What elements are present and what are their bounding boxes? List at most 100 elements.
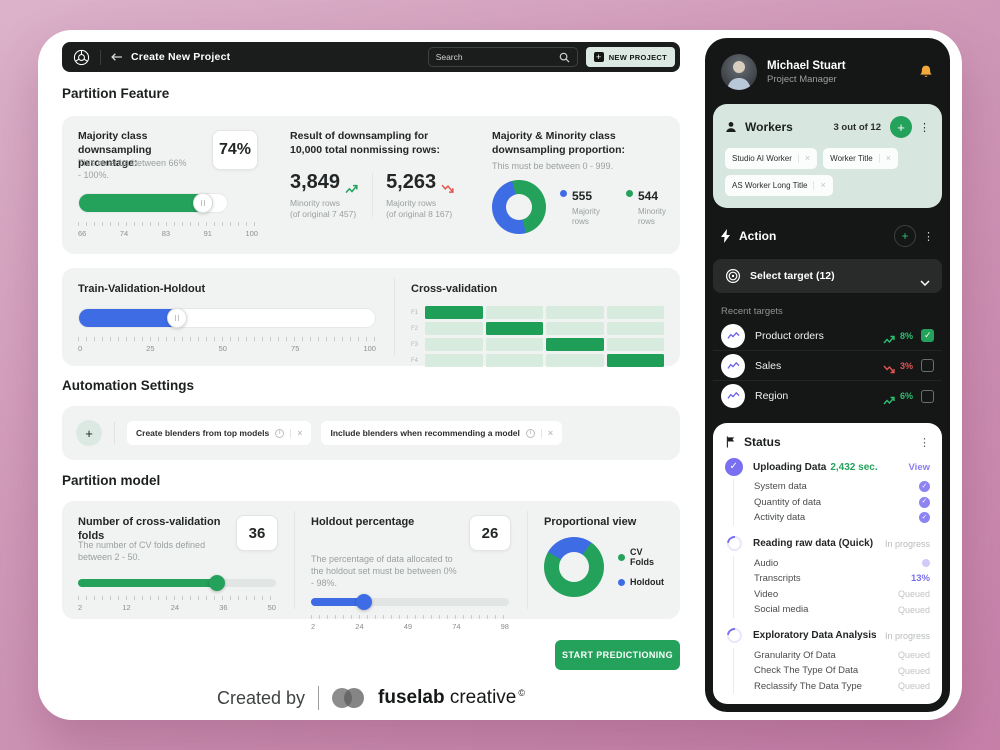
status-item: Video Queued: [754, 587, 930, 603]
holdout-value-box[interactable]: 26: [469, 515, 512, 551]
app-logo-icon: [73, 49, 90, 66]
downsampling-slider-fill: [79, 194, 213, 213]
trend-down-icon: [441, 176, 455, 193]
add-action-button[interactable]: +: [894, 225, 916, 247]
tick-label: 98: [500, 622, 509, 632]
new-project-button[interactable]: + NEW PROJECT: [585, 47, 675, 67]
target-row[interactable]: Region 6%: [713, 381, 942, 411]
result-column: Result of downsampling for 10,000 total …: [274, 116, 476, 254]
target-checkbox[interactable]: [921, 329, 934, 342]
ruler-ticks: [78, 596, 276, 601]
check-circle-icon: [725, 458, 743, 476]
target-row[interactable]: Sales 3%: [713, 351, 942, 381]
target-row[interactable]: Product orders 8%: [713, 321, 942, 351]
status-item-label: Social media: [754, 604, 809, 616]
profile-role: Project Manager: [767, 73, 837, 85]
search-icon: [559, 52, 570, 63]
brand-light: creative: [449, 687, 517, 708]
holdout-slider[interactable]: [311, 594, 509, 611]
worker-chip-label: Worker Title: [830, 154, 873, 163]
search-input[interactable]: [435, 52, 559, 62]
close-icon[interactable]: ×: [297, 427, 303, 438]
train-validation-slider[interactable]: [78, 308, 376, 329]
close-icon[interactable]: ×: [820, 180, 826, 190]
legend-dot-blue: [618, 578, 625, 586]
automation-chip[interactable]: Include blenders when recommending a mod…: [321, 421, 563, 445]
copyright-mark: ©: [518, 687, 526, 698]
add-automation-button[interactable]: +: [76, 420, 102, 446]
chart-squiggle-icon: [721, 323, 745, 348]
status-item: Granularity Of Data Queued: [754, 648, 930, 664]
legend-dot-green: [618, 553, 625, 561]
downsampling-value-box[interactable]: 74%: [212, 130, 258, 170]
worker-chip[interactable]: Studio AI Worker ×: [725, 148, 818, 169]
footer-divider: [318, 686, 320, 710]
train-slider-fill: [79, 309, 185, 328]
legend-majority-label: Majority rows: [572, 207, 601, 227]
info-icon[interactable]: [525, 428, 535, 438]
start-predictioning-button[interactable]: START PREDICTIONING: [555, 640, 680, 670]
tick-label: 36: [219, 603, 228, 613]
check-icon: [919, 481, 930, 493]
close-icon[interactable]: ×: [885, 153, 891, 163]
tick-label: 50: [218, 344, 227, 354]
check-icon: [919, 512, 930, 524]
proportion-donut-chart: [492, 180, 546, 235]
kebab-menu-icon[interactable]: ⋮: [919, 121, 930, 134]
minority-stat: 3,849 Minority rows (of original 7 457): [290, 171, 359, 219]
status-items: Granularity Of Data Queued Check The Typ…: [733, 647, 930, 694]
legend-minority-value: 544: [638, 189, 659, 204]
close-icon[interactable]: ×: [547, 427, 554, 438]
tick-label: 24: [355, 622, 364, 632]
worker-chip[interactable]: Worker Title ×: [823, 148, 898, 169]
status-item-label: Reclassify The Data Type: [754, 680, 862, 692]
target-checkbox[interactable]: [921, 389, 934, 403]
add-worker-button[interactable]: +: [890, 116, 912, 138]
status-item-label: Granularity Of Data: [754, 649, 836, 661]
status-group-header: Reading raw data (Quick) In progress: [723, 532, 930, 555]
downsampling-slider[interactable]: [78, 193, 228, 214]
trend-up-icon: [883, 392, 896, 404]
flag-icon: [725, 436, 736, 448]
automation-divider: [114, 422, 115, 444]
queued-text: Queued: [897, 681, 930, 692]
automation-chip[interactable]: Create blenders from top models ×: [127, 421, 312, 445]
cv-cell: [606, 322, 664, 336]
search-box[interactable]: [427, 47, 578, 67]
status-item: Check The Type Of Data Queued: [754, 663, 930, 679]
action-title: Action: [739, 229, 777, 243]
downsampling-slider-handle[interactable]: [193, 193, 213, 214]
app-window: Create New Project + NEW PROJECT Partiti…: [38, 30, 962, 720]
partition-feature-heading: Partition Feature: [62, 86, 170, 101]
select-target-dropdown[interactable]: Select target (12): [713, 259, 942, 293]
automation-chip-label: Create blenders from top models: [136, 428, 270, 438]
recent-targets-list: Product orders 8% Sales 3% Region: [713, 321, 942, 411]
avatar[interactable]: [721, 54, 757, 90]
cv-folds-slider-handle[interactable]: [208, 575, 225, 592]
kebab-menu-icon[interactable]: ⋮: [919, 436, 930, 449]
train-slider-handle[interactable]: [167, 308, 187, 329]
cv-cell: [485, 306, 543, 320]
tick-label: 49: [403, 622, 413, 632]
info-icon[interactable]: [275, 428, 285, 438]
worker-chip[interactable]: AS Worker Long Title ×: [725, 175, 833, 196]
cv-folds-value-box[interactable]: 36: [236, 515, 279, 551]
bell-icon[interactable]: [918, 64, 934, 81]
cv-row-label: F1: [411, 309, 419, 316]
cv-cell: [425, 354, 483, 368]
cv-folds-title: Number of cross-validation folds: [78, 516, 221, 543]
top-header-bar: Create New Project + NEW PROJECT: [62, 42, 680, 72]
tick-label: 100: [245, 229, 258, 239]
holdout-column: Holdout percentage 26 The percentage of …: [295, 501, 527, 631]
status-item-label: System data: [754, 481, 807, 493]
cv-folds-slider[interactable]: [78, 575, 276, 592]
kebab-menu-icon[interactable]: ⋮: [923, 230, 934, 243]
back-arrow-icon[interactable]: [111, 52, 123, 62]
result-title: Result of downsampling for 10,000 total …: [290, 130, 440, 156]
view-link[interactable]: View: [908, 461, 930, 473]
status-title: Status: [744, 435, 781, 449]
tick-label: 0: [78, 344, 83, 354]
holdout-slider-handle[interactable]: [356, 594, 373, 611]
target-checkbox[interactable]: [921, 359, 934, 372]
close-icon[interactable]: ×: [804, 153, 811, 163]
